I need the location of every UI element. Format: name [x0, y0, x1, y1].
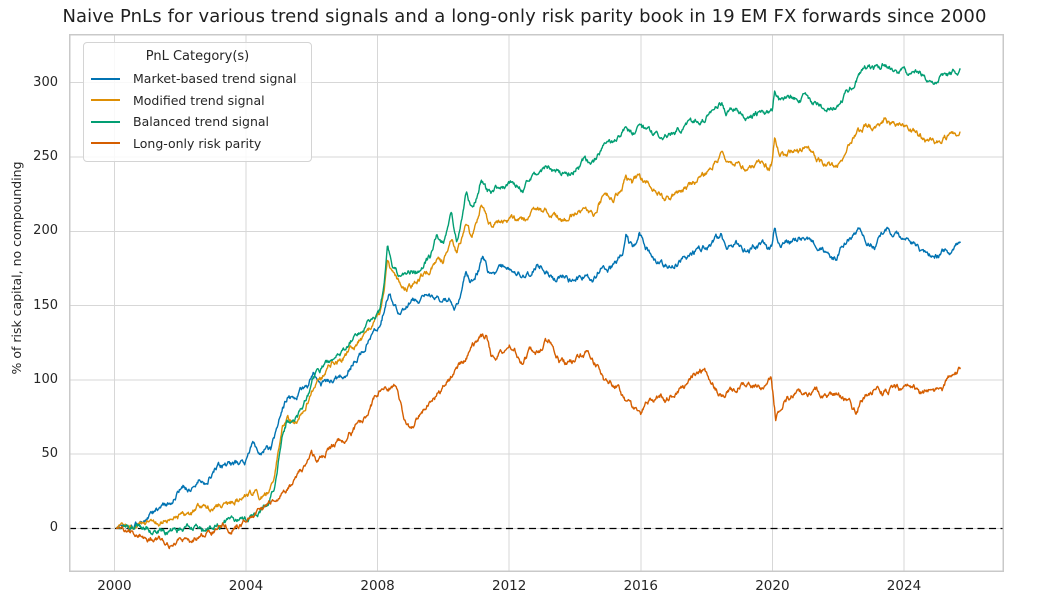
x-tick-label: 2008	[360, 578, 395, 594]
x-tick-label: 2012	[492, 578, 527, 594]
y-tick-label: 0	[49, 520, 58, 536]
legend-item-label: Modified trend signal	[133, 92, 265, 108]
y-tick-label: 150	[33, 297, 58, 313]
legend-item: Long-only risk parity	[84, 133, 311, 155]
y-tick-label: 100	[33, 371, 58, 387]
legend-item-label: Balanced trend signal	[133, 114, 270, 130]
series-line	[115, 333, 962, 550]
x-tick-label: 2016	[623, 578, 658, 594]
plot-area: PnL Category(s) Market-based trend signa…	[69, 34, 1004, 572]
series-line	[115, 226, 962, 530]
legend-title: PnL Category(s)	[145, 49, 250, 64]
legend-item-label: Market-based trend signal	[133, 71, 297, 87]
legend-items: Market-based trend signal Modified trend …	[84, 68, 311, 154]
series-line	[115, 117, 961, 530]
y-tick-label: 250	[33, 149, 58, 165]
legend-item: Balanced trend signal	[84, 111, 311, 133]
legend-item-label: Long-only risk parity	[133, 135, 262, 151]
legend: PnL Category(s) Market-based trend signa…	[83, 42, 312, 162]
y-axis-label: % of risk capital, no compounding	[9, 161, 24, 375]
series-line	[115, 63, 961, 536]
legend-swatch	[91, 142, 120, 145]
y-tick-label: 300	[33, 74, 58, 90]
legend-swatch	[91, 99, 120, 102]
y-tick-label: 200	[33, 223, 58, 239]
legend-swatch	[91, 120, 120, 123]
x-tick-label: 2024	[886, 578, 922, 594]
x-tick-label: 2020	[755, 578, 790, 594]
legend-item: Market-based trend signal	[84, 68, 311, 90]
x-tick-label: 2000	[97, 578, 132, 594]
chart-title: Naive PnLs for various trend signals and…	[62, 6, 987, 27]
legend-swatch	[91, 77, 120, 80]
y-tick-label: 50	[41, 446, 58, 462]
x-tick-label: 2004	[228, 578, 264, 594]
legend-item: Modified trend signal	[84, 90, 311, 112]
chart-canvas	[69, 34, 1004, 572]
